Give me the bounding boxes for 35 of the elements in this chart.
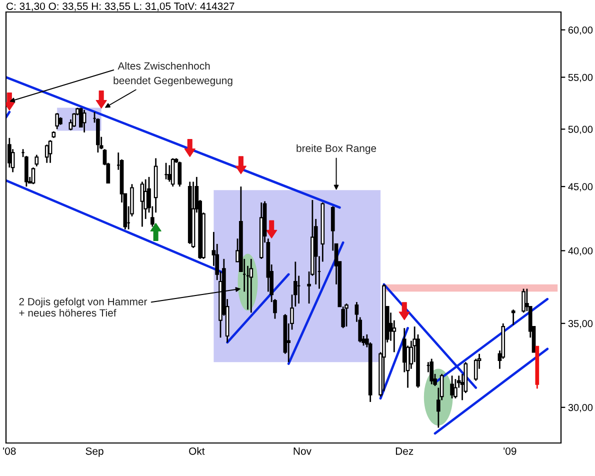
candlestick <box>430 358 434 385</box>
candlestick <box>72 112 76 128</box>
candlestick <box>249 258 254 314</box>
candlestick <box>178 161 182 188</box>
annotation: 2 Dojis gefolgt von Hammer + neues höheres Tief <box>19 298 148 317</box>
y-tick-label: 35,00 <box>568 320 593 328</box>
candlestick <box>392 320 396 353</box>
y-tick-label: 30,00 <box>568 404 593 412</box>
candlestick <box>44 144 49 164</box>
candlestick <box>31 166 36 185</box>
annotation: beendet Gegenbewegung <box>114 76 232 86</box>
x-tick-label: '08 <box>3 447 16 455</box>
y-tick-label: 45,00 <box>568 183 593 192</box>
candlestick <box>34 154 39 168</box>
y-tick-label: 50,00 <box>568 126 593 134</box>
annotation: Altes Zwischenhoch <box>118 62 210 70</box>
candlestick <box>474 358 478 382</box>
x-tick-label: Sep <box>86 447 104 457</box>
candlestick <box>450 374 454 400</box>
candlestick <box>344 302 348 328</box>
candlestick <box>48 139 52 164</box>
y-tick-label: 60,00 <box>568 26 593 35</box>
chart-title: C: 31,30 O: 33,55 H: 33,55 L: 31,05 TotV: 414327 <box>6 2 234 12</box>
x-tick-label: Okt <box>189 447 205 455</box>
candlestick <box>454 378 458 400</box>
candlestick <box>511 308 516 326</box>
x-tick-label: '09 <box>504 447 516 455</box>
x-tick-label: Nov <box>294 448 312 455</box>
candlestick <box>55 112 59 130</box>
x-tick-label: Dez <box>396 448 414 455</box>
candlestick <box>82 109 86 134</box>
y-tick-label: 40,00 <box>568 247 593 256</box>
y-tick-label: 55,00 <box>568 74 593 82</box>
candlestick <box>522 288 526 314</box>
annotation: breite Box Range <box>296 144 376 154</box>
